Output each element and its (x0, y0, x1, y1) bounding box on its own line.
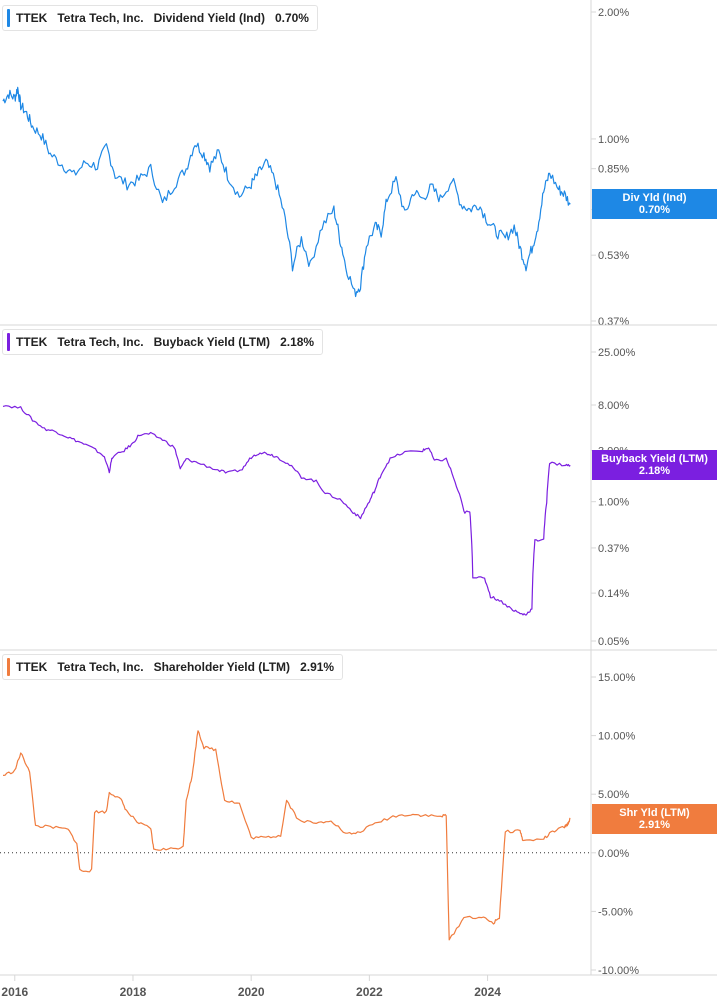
badge-label: Div Yld (Ind) (592, 192, 717, 204)
x-tick-label: 2016 (1, 985, 28, 999)
legend-metric: Dividend Yield (Ind) (154, 11, 265, 25)
badge-buyback-yield: Buyback Yield (LTM) 2.18% (592, 450, 717, 480)
legend-ticker: TTEK (16, 11, 47, 25)
y-tick-label: 5.00% (598, 789, 629, 801)
badge-dividend-yield: Div Yld (Ind) 0.70% (592, 189, 717, 219)
legend-shareholder: TTEK Tetra Tech, Inc. Shareholder Yield … (2, 654, 343, 680)
y-tick-label: 25.00% (598, 347, 636, 359)
legend-ticker: TTEK (16, 335, 47, 349)
legend-dividend: TTEK Tetra Tech, Inc. Dividend Yield (In… (2, 5, 318, 31)
badge-value: 2.91% (592, 819, 717, 831)
series-line-0 (3, 87, 570, 296)
y-tick-label: 0.85% (598, 164, 629, 176)
legend-ticker: TTEK (16, 660, 47, 674)
legend-metric: Buyback Yield (LTM) (154, 335, 270, 349)
y-tick-label: 1.00% (598, 134, 629, 146)
x-tick-label: 2022 (356, 985, 383, 999)
badge-shareholder-yield: Shr Yld (LTM) 2.91% (592, 804, 717, 834)
x-tick-label: 2024 (474, 985, 501, 999)
y-tick-label: 2.00% (598, 7, 629, 19)
legend-swatch-buyback (7, 333, 10, 351)
series-line-1 (3, 406, 570, 615)
legend-company: Tetra Tech, Inc. (57, 335, 143, 349)
legend-swatch-dividend (7, 9, 10, 27)
y-tick-label: 15.00% (598, 672, 636, 684)
legend-buyback: TTEK Tetra Tech, Inc. Buyback Yield (LTM… (2, 329, 323, 355)
legend-swatch-shareholder (7, 658, 10, 676)
legend-company: Tetra Tech, Inc. (57, 11, 143, 25)
legend-company: Tetra Tech, Inc. (57, 660, 143, 674)
y-tick-label: 0.14% (598, 588, 629, 600)
y-tick-label: 10.00% (598, 731, 636, 743)
y-tick-label: 0.37% (598, 316, 629, 328)
y-tick-label: -5.00% (598, 906, 633, 918)
y-tick-label: 8.00% (598, 400, 629, 412)
x-tick-label: 2020 (238, 985, 265, 999)
y-tick-label: 0.37% (598, 543, 629, 555)
legend-value: 2.18% (280, 335, 314, 349)
badge-value: 2.18% (592, 465, 717, 477)
y-tick-label: 1.00% (598, 497, 629, 509)
badge-label: Buyback Yield (LTM) (592, 453, 717, 465)
legend-value: 2.91% (300, 660, 334, 674)
legend-metric: Shareholder Yield (LTM) (154, 660, 290, 674)
y-tick-label: 0.53% (598, 250, 629, 262)
chart-canvas: 2.00%1.00%0.85%0.68%0.53%0.37%25.00%8.00… (0, 0, 717, 1005)
badge-label: Shr Yld (LTM) (592, 807, 717, 819)
legend-value: 0.70% (275, 11, 309, 25)
badge-value: 0.70% (592, 204, 717, 216)
y-tick-label: 0.00% (598, 848, 629, 860)
series-line-2 (3, 731, 570, 940)
y-tick-label: 0.05% (598, 636, 629, 648)
x-tick-label: 2018 (120, 985, 147, 999)
